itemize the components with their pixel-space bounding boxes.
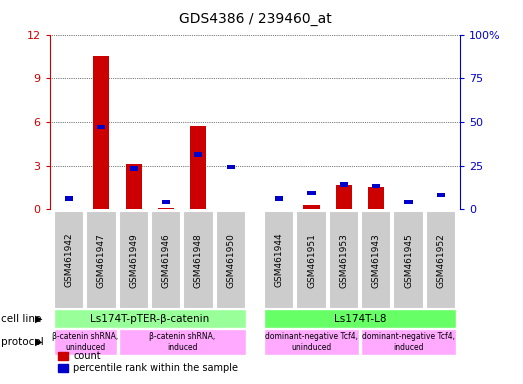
Text: GSM461943: GSM461943	[372, 233, 381, 288]
Bar	[368, 187, 384, 209]
Bar	[162, 200, 170, 204]
Bar	[158, 208, 174, 209]
Text: GSM461949: GSM461949	[129, 233, 138, 288]
Text: protocol: protocol	[1, 337, 43, 347]
Text: β-catenin shRNA,
uninduced: β-catenin shRNA, uninduced	[52, 333, 118, 352]
Bar	[264, 211, 294, 309]
Bar	[215, 211, 246, 309]
Text: GSM461951: GSM461951	[307, 233, 316, 288]
Text: ▶: ▶	[35, 314, 42, 324]
Bar	[119, 211, 149, 309]
Bar	[97, 124, 106, 129]
Bar	[426, 211, 456, 309]
Bar	[328, 211, 359, 309]
Bar	[297, 211, 327, 309]
Bar	[437, 193, 445, 197]
Text: dominant-negative Tcf4,
induced: dominant-negative Tcf4, induced	[362, 333, 455, 352]
Bar	[340, 182, 348, 187]
Bar	[126, 164, 142, 209]
Text: GSM461944: GSM461944	[275, 233, 283, 288]
Bar	[361, 211, 391, 309]
Bar	[183, 211, 213, 309]
Bar	[361, 329, 456, 355]
Bar	[275, 196, 283, 200]
Text: GSM461942: GSM461942	[64, 233, 74, 288]
Bar	[264, 329, 359, 355]
Text: Ls174T-pTER-β-catenin: Ls174T-pTER-β-catenin	[90, 314, 210, 324]
Bar	[195, 152, 202, 157]
Bar	[303, 205, 320, 209]
Bar	[119, 329, 246, 355]
Bar	[54, 211, 84, 309]
Bar	[54, 329, 117, 355]
Text: GSM461947: GSM461947	[97, 233, 106, 288]
Bar	[130, 167, 138, 171]
Bar	[86, 211, 117, 309]
Bar	[190, 126, 207, 209]
Bar	[54, 309, 246, 328]
Bar	[404, 200, 413, 204]
Text: β-catenin shRNA,
induced: β-catenin shRNA, induced	[149, 333, 215, 352]
Text: GSM461945: GSM461945	[404, 233, 413, 288]
Text: GDS4386 / 239460_at: GDS4386 / 239460_at	[178, 12, 332, 25]
Text: GSM461946: GSM461946	[162, 233, 170, 288]
Text: GSM461953: GSM461953	[339, 233, 348, 288]
Text: cell line: cell line	[1, 314, 41, 324]
Legend: count, percentile rank within the sample: count, percentile rank within the sample	[54, 348, 242, 377]
Bar	[372, 184, 380, 188]
Bar	[226, 165, 235, 169]
Bar	[264, 309, 456, 328]
Bar	[393, 211, 424, 309]
Bar	[336, 185, 352, 209]
Bar	[93, 56, 109, 209]
Text: GSM461948: GSM461948	[194, 233, 203, 288]
Bar	[65, 196, 73, 200]
Bar	[308, 191, 315, 195]
Text: dominant-negative Tcf4,
uninduced: dominant-negative Tcf4, uninduced	[265, 333, 358, 352]
Text: GSM461952: GSM461952	[436, 233, 446, 288]
Bar	[151, 211, 181, 309]
Text: ▶: ▶	[35, 337, 42, 347]
Text: GSM461950: GSM461950	[226, 233, 235, 288]
Text: Ls174T-L8: Ls174T-L8	[334, 314, 386, 324]
